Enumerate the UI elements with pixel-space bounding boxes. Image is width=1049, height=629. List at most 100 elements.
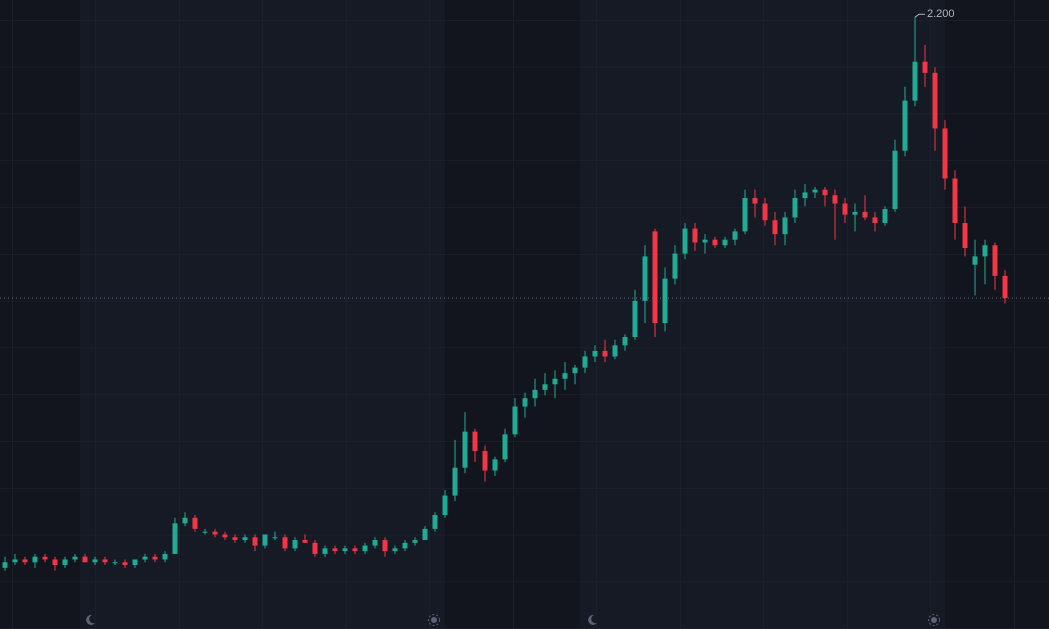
candle-body — [282, 537, 288, 549]
candle-body — [192, 517, 198, 529]
candle-body — [62, 559, 68, 566]
candle-body — [922, 61, 928, 73]
candle-body — [352, 548, 358, 552]
candle-body — [232, 537, 238, 541]
candle-body — [342, 548, 348, 552]
candle-body — [52, 559, 58, 566]
candle-body — [512, 406, 518, 435]
candle-body — [622, 337, 628, 346]
candle-body — [952, 178, 958, 224]
candle-body — [112, 562, 118, 564]
candle-body — [372, 540, 378, 546]
candle-body — [872, 217, 878, 224]
candle-body — [2, 562, 8, 568]
candle-body — [892, 150, 898, 210]
candle-body — [322, 548, 328, 554]
candle-body — [792, 197, 798, 218]
session-icons — [86, 614, 940, 626]
candle-body — [682, 228, 688, 254]
candle-body — [842, 203, 848, 215]
candle-body — [812, 189, 818, 193]
candle-body — [202, 531, 208, 533]
candle-body — [262, 534, 268, 546]
candle-body — [752, 197, 758, 204]
candle-body — [462, 431, 468, 468]
candle-body — [452, 467, 458, 496]
candle-body — [552, 378, 558, 385]
candle-body — [662, 278, 668, 324]
candle-body — [772, 220, 778, 235]
candle-body — [722, 239, 728, 246]
candle-body — [982, 245, 988, 257]
candle-body — [102, 559, 108, 563]
moon-icon — [588, 614, 597, 625]
candle-body — [632, 300, 638, 338]
candle-body — [362, 545, 368, 552]
candle-body — [72, 556, 78, 560]
candle-body — [22, 559, 28, 563]
candle-body — [802, 192, 808, 198]
candle-body — [822, 189, 828, 196]
candle-body — [962, 223, 968, 249]
candle-body — [522, 398, 528, 407]
candle-body — [602, 350, 608, 357]
candle-body — [172, 523, 178, 554]
candle-body — [652, 231, 658, 324]
candle-body — [762, 203, 768, 221]
candle-body — [932, 72, 938, 129]
candle-body — [42, 556, 48, 560]
candle-body — [862, 211, 868, 218]
candle-body — [442, 495, 448, 515]
candle-body — [392, 548, 398, 552]
candle-body — [272, 537, 278, 539]
candle-body — [332, 548, 338, 552]
candle-body — [122, 562, 128, 566]
candle-body — [712, 239, 718, 246]
candle-body — [482, 451, 488, 471]
candle-body — [222, 534, 228, 538]
candle-body — [82, 556, 88, 563]
candle-body — [242, 537, 248, 541]
candle-body — [672, 253, 678, 279]
candle-body — [492, 459, 498, 471]
candle-body — [382, 540, 388, 552]
candle-body — [92, 559, 98, 563]
candle-body — [432, 514, 438, 529]
candle-body — [132, 559, 138, 566]
candle-body — [592, 350, 598, 357]
candle-body — [162, 553, 168, 560]
candle-body — [302, 540, 308, 543]
candle-body — [312, 542, 318, 554]
candle-body — [702, 239, 708, 243]
candle-body — [402, 542, 408, 549]
moon-icon — [86, 614, 95, 625]
candle-body — [912, 61, 918, 101]
candle-body — [532, 389, 538, 399]
candle-body — [582, 356, 588, 368]
candle-body — [562, 373, 568, 379]
annotation-label: 2.200 — [927, 8, 955, 20]
candle-body — [572, 367, 578, 374]
candle-body — [412, 540, 418, 543]
candle-body — [32, 556, 38, 563]
candle-body — [732, 231, 738, 240]
candle-body — [902, 100, 908, 151]
candle-body — [142, 556, 148, 560]
candle-body — [942, 128, 948, 179]
candle-body — [1002, 275, 1008, 299]
candle-body — [742, 197, 748, 232]
sun-icon — [928, 614, 940, 626]
candle-body — [782, 217, 788, 235]
candle-body — [212, 531, 218, 535]
candle-body — [612, 345, 618, 357]
candle-body — [422, 528, 428, 541]
candle-body — [542, 384, 548, 390]
candle-body — [292, 540, 298, 549]
sun-icon — [428, 614, 440, 626]
candle-body — [692, 228, 698, 243]
candle-body — [882, 209, 888, 224]
candle-body — [642, 256, 648, 301]
candle-body — [12, 559, 18, 563]
